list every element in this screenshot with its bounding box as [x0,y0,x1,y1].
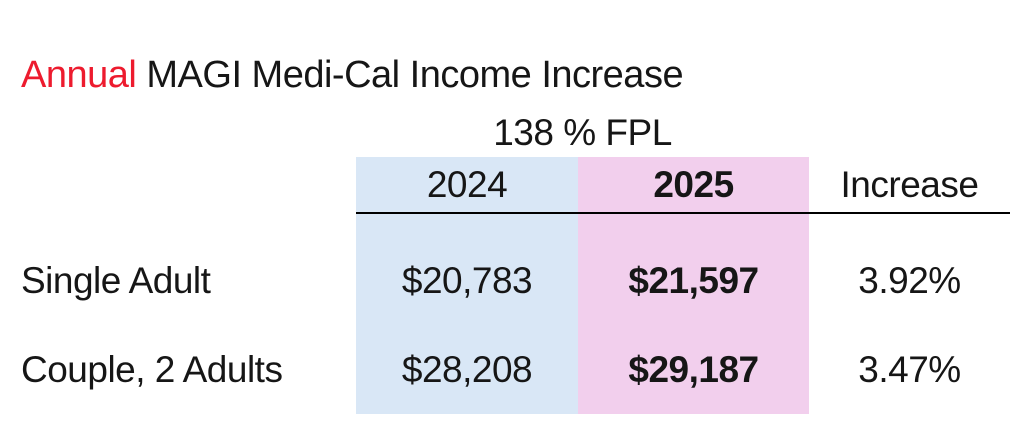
column-2024-highlight [356,157,578,414]
value-increase: 3.47% [858,349,961,390]
value-2024: $28,208 [401,349,533,390]
value-2025: $29,187 [628,349,759,390]
page-title-accent: Annual [21,54,137,96]
header-underline [356,212,1010,214]
page-title: Annual MAGI Medi-Cal Income Increase [21,53,684,99]
value-2025: $21,597 [628,260,759,301]
column-2025-highlight [578,157,809,414]
header-cell-2024: 2024 [426,164,508,205]
header-cell-increase: Increase [840,164,979,205]
page-title-rest: MAGI Medi-Cal Income Increase [136,54,684,96]
fpl-subtitle: 138 % FPL [493,112,672,153]
row-label: Couple, 2 Adults [21,349,283,390]
table-row-single-adult: Single Adult $20,783 $21,597 3.92% [0,253,1028,309]
table-row-couple-2-adults: Couple, 2 Adults $28,208 $29,187 3.47% [0,342,1028,398]
row-label: Single Adult [21,260,211,301]
value-increase: 3.92% [858,260,961,301]
table-header-row: 2024 2025 Increase [0,157,1028,213]
header-cell-2025: 2025 [653,164,734,205]
value-2024: $20,783 [401,260,533,301]
